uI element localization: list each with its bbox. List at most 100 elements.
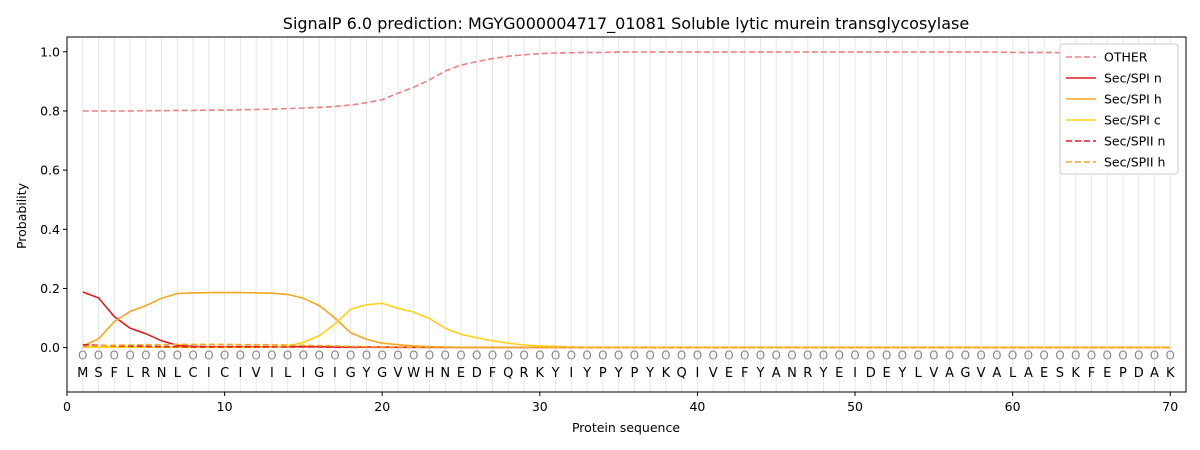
residue-marker: O (771, 348, 780, 362)
residue-marker: O (1102, 348, 1111, 362)
residue-letter: V (929, 366, 938, 381)
x-tick-label: 50 (847, 399, 863, 414)
residue-letter: G (346, 366, 356, 381)
residue-marker: O (708, 348, 717, 362)
residue-marker: O (1150, 348, 1159, 362)
residue-marker: O (1087, 348, 1096, 362)
residue-letter: I (301, 366, 305, 381)
legend-label: Sec/SPI n (1104, 71, 1162, 86)
residue-marker: O (377, 348, 386, 362)
residue-marker: O (472, 348, 481, 362)
series-line (82, 291, 1171, 349)
residue-letter: E (882, 366, 890, 381)
residue-letter: L (284, 366, 292, 381)
residue-marker: O (188, 348, 197, 362)
x-tick-label: 40 (689, 399, 705, 414)
residue-letter: D (1134, 366, 1144, 381)
residue-marker: O (551, 348, 560, 362)
series-line (82, 51, 1171, 112)
residue-marker: O (961, 348, 970, 362)
residue-marker: O (456, 348, 465, 362)
residue-letter: K (1166, 366, 1175, 381)
residue-marker: O (409, 348, 418, 362)
residue-marker: O (1055, 348, 1064, 362)
residue-marker: O (567, 348, 576, 362)
residue-letter: R (520, 366, 529, 381)
series-line (82, 343, 1171, 349)
residue-letter: P (599, 366, 607, 381)
residue-marker: O (267, 348, 276, 362)
residue-letter: I (270, 366, 274, 381)
residue-marker: O (724, 348, 733, 362)
residue-letter: G (314, 366, 324, 381)
residue-marker: O (1024, 348, 1033, 362)
x-tick-label: 10 (217, 399, 233, 414)
y-axis-label: Probability (14, 182, 29, 249)
x-tick-label: 0 (63, 399, 71, 414)
residue-marker: O (1071, 348, 1080, 362)
residue-letter: N (440, 366, 450, 381)
legend-label: Sec/SPII n (1104, 134, 1165, 149)
residue-letter: I (569, 366, 573, 381)
y-tick-label: 0.2 (40, 281, 60, 296)
residue-letter: F (111, 366, 118, 381)
residue-marker: O (850, 348, 859, 362)
residue-letter: Y (819, 366, 828, 381)
residue-letter: V (709, 366, 718, 381)
residue-letter: I (696, 366, 700, 381)
residue-marker: O (346, 348, 355, 362)
residue-marker: O (866, 348, 875, 362)
residue-marker: O (78, 348, 87, 362)
residue-marker: O (630, 348, 639, 362)
residue-marker: O (819, 348, 828, 362)
y-tick-label: 0.8 (40, 103, 60, 118)
residue-marker: O (125, 348, 134, 362)
residue-letter: Y (645, 366, 654, 381)
x-axis-label: Protein sequence (572, 420, 680, 435)
residue-marker: O (157, 348, 166, 362)
residue-letter: Q (677, 366, 687, 381)
residue-letter: V (977, 366, 986, 381)
residue-letter: A (772, 366, 781, 381)
residue-letter: K (536, 366, 545, 381)
residue-marker: O (661, 348, 670, 362)
residue-letter: K (1071, 366, 1080, 381)
sequence-track: OMOSOFOLORONOLOCOIOCOIOVOIOLOIOGOIOGOYOG… (77, 348, 1175, 381)
residue-marker: O (913, 348, 922, 362)
residue-marker: O (94, 348, 103, 362)
residue-marker: O (740, 348, 749, 362)
residue-marker: O (425, 348, 434, 362)
residue-letter: F (1088, 366, 1095, 381)
residue-marker: O (598, 348, 607, 362)
residue-letter: E (1103, 366, 1111, 381)
series-lines (82, 51, 1171, 349)
residue-letter: E (457, 366, 465, 381)
residue-marker: O (787, 348, 796, 362)
residue-marker: O (992, 348, 1001, 362)
residue-marker: O (1008, 348, 1017, 362)
residue-letter: I (853, 366, 857, 381)
residue-letter: S (1056, 366, 1064, 381)
legend-label: Sec/SPII h (1104, 155, 1165, 170)
x-tick-label: 70 (1162, 399, 1178, 414)
residue-marker: O (488, 348, 497, 362)
residue-letter: Y (755, 366, 764, 381)
x-tick-label: 60 (1005, 399, 1021, 414)
residue-marker: O (677, 348, 686, 362)
residue-marker: O (756, 348, 765, 362)
residue-letter: F (489, 366, 496, 381)
residue-letter: Y (614, 366, 623, 381)
residue-letter: A (1024, 366, 1033, 381)
legend-label: Sec/SPI c (1104, 113, 1161, 128)
y-axis-ticks: 0.0 0.2 0.4 0.6 0.8 1.0 (40, 44, 67, 355)
residue-letter: E (835, 366, 843, 381)
x-axis-ticks: 0 10 20 30 40 50 60 70 (63, 392, 1178, 414)
residue-letter: W (407, 366, 420, 381)
residue-letter: I (333, 366, 337, 381)
residue-marker: O (173, 348, 182, 362)
residue-letter: Y (361, 366, 370, 381)
residue-marker: O (945, 348, 954, 362)
residue-marker: O (1134, 348, 1143, 362)
residue-letter: V (252, 366, 261, 381)
residue-letter: Y (551, 366, 560, 381)
